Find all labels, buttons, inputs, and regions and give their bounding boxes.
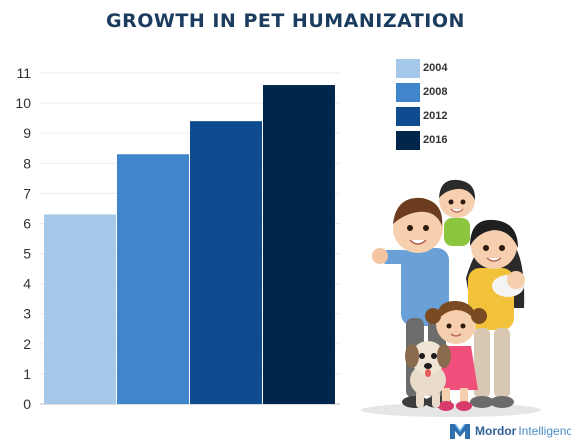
y-tick-label: 11 xyxy=(16,65,31,81)
legend-item-2008: 2008 xyxy=(396,80,447,104)
brand-watermark: Mordor Intelligence xyxy=(449,422,571,440)
bar-2012 xyxy=(190,121,262,405)
y-tick-label: 5 xyxy=(23,246,31,262)
chart-title: GROWTH IN PET HUMANIZATION xyxy=(106,10,465,32)
legend-swatch xyxy=(396,106,420,126)
legend-swatch xyxy=(396,58,420,78)
bar-2004 xyxy=(44,214,116,404)
boy-figure xyxy=(439,179,476,246)
y-tick-label: 0 xyxy=(23,396,31,412)
legend-item-2012: 2012 xyxy=(396,104,447,128)
y-tick-label: 9 xyxy=(23,125,31,141)
y-tick-label: 8 xyxy=(23,155,31,171)
legend-swatch xyxy=(396,130,420,150)
mother-figure xyxy=(466,219,525,408)
legend-label: 2008 xyxy=(423,86,448,98)
y-tick-label: 1 xyxy=(23,366,31,382)
dog-figure xyxy=(405,341,451,408)
legend-label: 2004 xyxy=(423,62,448,74)
brand-sub: Intelligence xyxy=(518,424,571,438)
y-tick-label: 10 xyxy=(15,95,31,111)
y-tick-label: 7 xyxy=(23,185,31,201)
y-tick-label: 6 xyxy=(23,215,31,231)
y-tick-label: 3 xyxy=(23,306,31,322)
mordor-intelligence-logo-icon xyxy=(450,423,470,439)
legend-label: 2016 xyxy=(423,134,448,146)
y-tick-label: 4 xyxy=(23,276,31,292)
brand-name: Mordor xyxy=(475,424,517,438)
y-tick-label: 2 xyxy=(23,336,31,352)
legend-item-2004: 2004 xyxy=(396,56,447,80)
legend-item-2016: 2016 xyxy=(396,128,447,152)
bar-2008 xyxy=(117,154,189,404)
chart-legend: 2004 2008 2012 2016 xyxy=(396,56,447,152)
bar-2016 xyxy=(263,85,335,404)
family-with-dog-illustration xyxy=(361,179,541,417)
legend-swatch xyxy=(396,82,420,102)
legend-label: 2012 xyxy=(423,110,448,122)
